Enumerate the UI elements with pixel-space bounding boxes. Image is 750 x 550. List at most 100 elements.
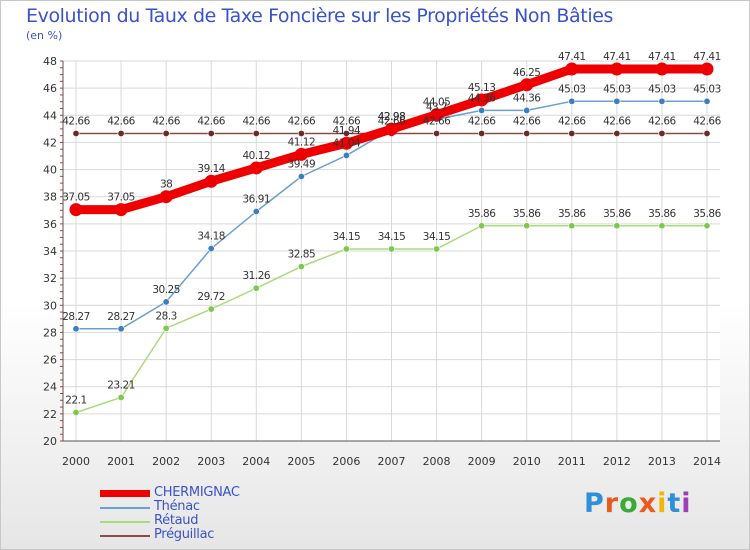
data-point	[520, 78, 534, 92]
data-point	[433, 129, 441, 137]
data-label: 47.41	[603, 51, 631, 63]
data-point	[613, 222, 621, 230]
data-point	[162, 324, 170, 332]
data-label: 35.86	[558, 208, 586, 220]
data-point	[385, 122, 398, 136]
data-point	[204, 174, 218, 188]
data-point	[703, 129, 711, 137]
data-label: 42.66	[603, 115, 631, 127]
x-tick-label: 2009	[468, 455, 496, 468]
data-label: 41.12	[288, 136, 316, 148]
data-point	[342, 245, 350, 253]
data-label: 44.36	[468, 92, 496, 104]
data-point	[72, 408, 80, 416]
data-point	[613, 97, 621, 105]
x-tick-label: 2001	[107, 455, 135, 468]
data-label: 41.04	[333, 137, 361, 149]
x-tick-label: 2005	[287, 455, 315, 468]
data-point	[114, 203, 128, 217]
data-label: 34.15	[423, 231, 451, 243]
data-label: 42.66	[693, 115, 721, 127]
x-tick-label: 2002	[152, 455, 180, 468]
legend-label-thenac: Thénac	[154, 499, 200, 514]
data-point	[117, 325, 125, 333]
data-point	[478, 222, 486, 230]
data-label: 42.66	[333, 115, 361, 127]
data-point	[339, 136, 353, 150]
x-tick-label: 2000	[62, 455, 90, 468]
data-label: 44.05	[423, 97, 451, 109]
data-label: 35.86	[693, 208, 721, 220]
y-tick-label: 24	[43, 381, 57, 394]
x-tick-label: 2010	[513, 455, 541, 468]
data-point	[700, 62, 714, 76]
data-point	[162, 129, 170, 137]
y-tick-label: 30	[43, 299, 57, 312]
x-tick-label: 2003	[197, 455, 225, 468]
data-point	[252, 284, 260, 292]
data-label: 35.86	[603, 208, 631, 220]
data-label: 39.49	[288, 158, 316, 170]
data-point	[387, 245, 395, 253]
data-label: 42.66	[107, 115, 135, 127]
data-point	[478, 106, 486, 114]
data-point	[523, 222, 531, 230]
data-point	[294, 147, 308, 161]
data-label: 45.03	[603, 83, 631, 95]
data-point	[207, 305, 215, 313]
data-point	[207, 245, 215, 253]
data-label: 30.25	[152, 284, 180, 296]
data-point	[568, 129, 576, 137]
legend-swatch-retaud	[100, 521, 150, 523]
data-label: 47.41	[648, 51, 676, 63]
data-label: 42.66	[288, 115, 316, 127]
data-point	[342, 151, 350, 159]
x-tick-label: 2006	[332, 455, 360, 468]
data-point	[658, 97, 666, 105]
x-tick-label: 2008	[423, 455, 451, 468]
data-label: 32.85	[288, 249, 316, 261]
y-axis-unit: (en %)	[26, 29, 63, 42]
proxiti-logo: Proxiti	[584, 488, 692, 519]
data-label: 42.98	[378, 111, 406, 123]
x-tick-label: 2007	[378, 455, 406, 468]
y-tick-label: 26	[43, 354, 57, 367]
logo-letter: t	[667, 488, 682, 519]
data-label: 29.72	[197, 291, 225, 303]
data-point	[430, 108, 444, 122]
data-point	[69, 203, 83, 217]
data-point	[568, 97, 576, 105]
y-tick-label: 22	[43, 408, 57, 421]
data-label: 39.14	[197, 163, 225, 175]
data-label: 42.66	[513, 115, 541, 127]
data-point	[523, 129, 531, 137]
data-label: 45.03	[648, 83, 676, 95]
data-label: 42.66	[197, 115, 225, 127]
chart-title: Evolution du Taux de Taxe Foncière sur l…	[26, 5, 614, 27]
legend-label-retaud: Rétaud	[154, 513, 199, 528]
data-label: 44.36	[513, 92, 541, 104]
y-tick-label: 42	[43, 136, 57, 149]
data-point	[703, 222, 711, 230]
data-label: 41.94	[333, 125, 361, 137]
y-tick-label: 20	[43, 435, 57, 448]
y-tick-label: 48	[43, 55, 57, 68]
data-point	[249, 161, 263, 175]
data-point	[658, 222, 666, 230]
x-tick-label: 2014	[693, 455, 721, 468]
data-point	[655, 62, 669, 76]
legend-swatch-thenac	[100, 507, 150, 509]
data-label: 43.7	[426, 101, 447, 113]
data-point	[342, 129, 350, 137]
x-tick-label: 2013	[648, 455, 676, 468]
data-label: 42.66	[648, 115, 676, 127]
data-label: 22.1	[65, 395, 86, 407]
y-tick-label: 32	[43, 272, 57, 285]
y-tick-label: 34	[43, 245, 57, 258]
data-label: 28.3	[155, 310, 176, 322]
data-point	[297, 263, 305, 271]
data-label: 36.91	[243, 194, 271, 206]
logo-letter: o	[619, 488, 639, 519]
y-tick-label: 36	[43, 218, 57, 231]
